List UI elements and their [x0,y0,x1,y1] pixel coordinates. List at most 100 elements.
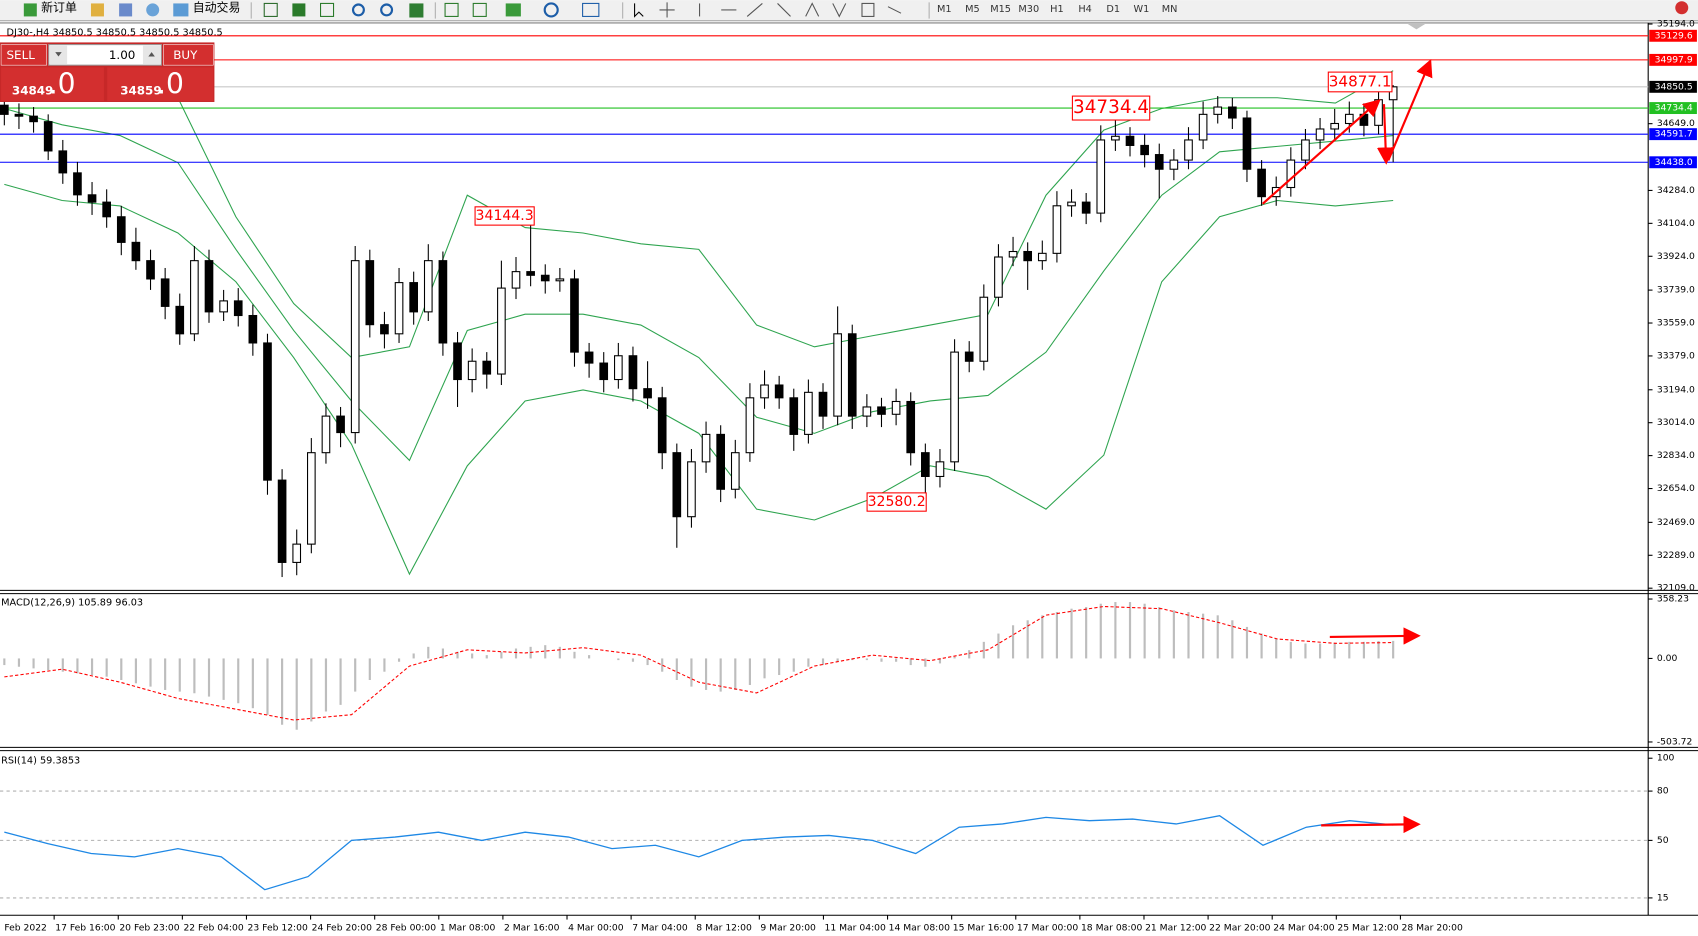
candle-body [1169,159,1179,170]
price-tick-label: 33379.0 [1657,350,1695,361]
candle-body [935,461,945,478]
candle-body [190,260,199,335]
time-label: 4 Mar 00:00 [568,923,624,934]
candle-body [862,406,872,417]
candle-body [58,150,68,174]
candle-body [453,342,462,381]
timeframe-button[interactable]: D1 [1106,4,1120,15]
candle-body [804,391,813,435]
ask-price-main[interactable]: 34859 [120,84,161,98]
candle-body [818,391,828,417]
timeframe-button[interactable]: H1 [1050,4,1064,15]
candle-body [964,351,974,362]
candle-body [1023,250,1033,262]
sell-price-box[interactable] [1,67,104,101]
time-label: 21 Mar 12:00 [1145,923,1206,934]
timeframe-button[interactable]: W1 [1133,4,1149,15]
candle-body [336,415,345,434]
candle-body [350,260,360,434]
price-annotation-box [1071,95,1151,121]
candle-body [1242,117,1252,170]
candle-body [409,282,419,313]
candle-body [307,452,316,545]
candle-body [1315,128,1325,141]
candle-body [277,479,287,563]
macd-panel: 358.23 0.00 -503.72 [3,594,1692,747]
price-annotation: 34144.3 [476,208,534,224]
candle-body [906,400,916,454]
timeframe-button[interactable]: M30 [1018,4,1039,15]
rsi-tick-label: 50 [1657,835,1669,846]
timeframe-button[interactable]: M5 [965,4,980,15]
time-label: 20 Feb 23:00 [119,923,179,934]
price-annotation: 34877.1 [1329,72,1392,90]
sell-label[interactable]: SELL [6,48,35,62]
time-label: 24 Feb 20:00 [312,923,372,934]
candle-body [584,351,594,364]
candle-body [891,400,901,415]
candle-body [760,384,769,399]
candle-body [774,384,784,399]
candle-body [29,115,38,123]
macd-tick-label: 358.23 [1657,594,1689,605]
time-label: 28 Feb 00:00 [376,923,436,934]
candle-body [219,300,228,313]
rsi-tick-label: 80 [1657,786,1669,797]
buy-price-box[interactable] [107,67,214,101]
candle-body [1198,113,1208,141]
candle-body [175,305,185,335]
time-label: 18 Mar 08:00 [1081,923,1142,934]
drawn-arrows [1261,59,1433,834]
price-tick-label: 33014.0 [1657,417,1695,428]
time-label: 1 Mar 08:00 [440,923,496,934]
timeframe-button[interactable]: H4 [1078,4,1092,15]
toolbar [0,0,1698,21]
candle-body [877,406,886,415]
sell-button[interactable] [0,44,47,66]
price-tick-label: 32469.0 [1657,517,1695,528]
time-label: 11 Mar 04:00 [825,923,886,934]
price-annotation-box [1327,71,1393,93]
new-order-button[interactable]: 新订单 [41,0,77,14]
candle-body [14,113,24,117]
candle-body [950,351,959,463]
candle-body [394,282,404,335]
price-level-tag [1649,53,1697,66]
candle-body [321,415,331,454]
auto-trading-button[interactable]: 自动交易 [193,0,241,14]
bid-price-main[interactable]: 34849 [12,84,53,98]
time-label: 17 Feb 16:00 [55,923,115,934]
price-tick-label: 33194.0 [1657,384,1695,395]
buy-label[interactable]: BUY [173,48,198,62]
time-label: Feb 2022 [4,923,47,934]
timeframe-button[interactable]: M15 [990,4,1011,15]
candle-body [672,452,682,518]
candle-body [921,452,930,478]
candle-body [847,333,857,417]
candle-body [599,362,609,381]
timeframes: M1 M5 M15 M30 H1 H4 D1 W1 MN [937,4,1177,15]
candle-body [1344,113,1354,125]
time-label: 22 Feb 04:00 [183,923,243,934]
time-label: 8 Mar 12:00 [696,923,752,934]
candle-body [745,397,755,454]
price-annotation: 34734.4 [1073,97,1149,118]
timeframe-button[interactable]: M1 [937,4,952,15]
one-click-panel [0,42,215,102]
buy-button[interactable] [163,44,214,66]
ask-price-fraction[interactable]: .0 [157,68,184,101]
lots-input[interactable] [48,44,162,66]
candle-body [1067,201,1076,207]
lots-value[interactable]: 1.00 [109,48,136,62]
candle-body [146,260,155,280]
bid-price-fraction[interactable]: .0 [49,68,76,101]
candle-body [789,397,799,435]
price-level-label: 35129.6 [1655,30,1693,41]
candle-body [263,342,272,481]
candle-body [73,172,82,196]
timeframe-button[interactable]: MN [1162,4,1178,15]
candle-body [87,194,97,203]
time-label: 22 Mar 20:00 [1209,923,1270,934]
time-label: 28 Mar 20:00 [1401,923,1462,934]
